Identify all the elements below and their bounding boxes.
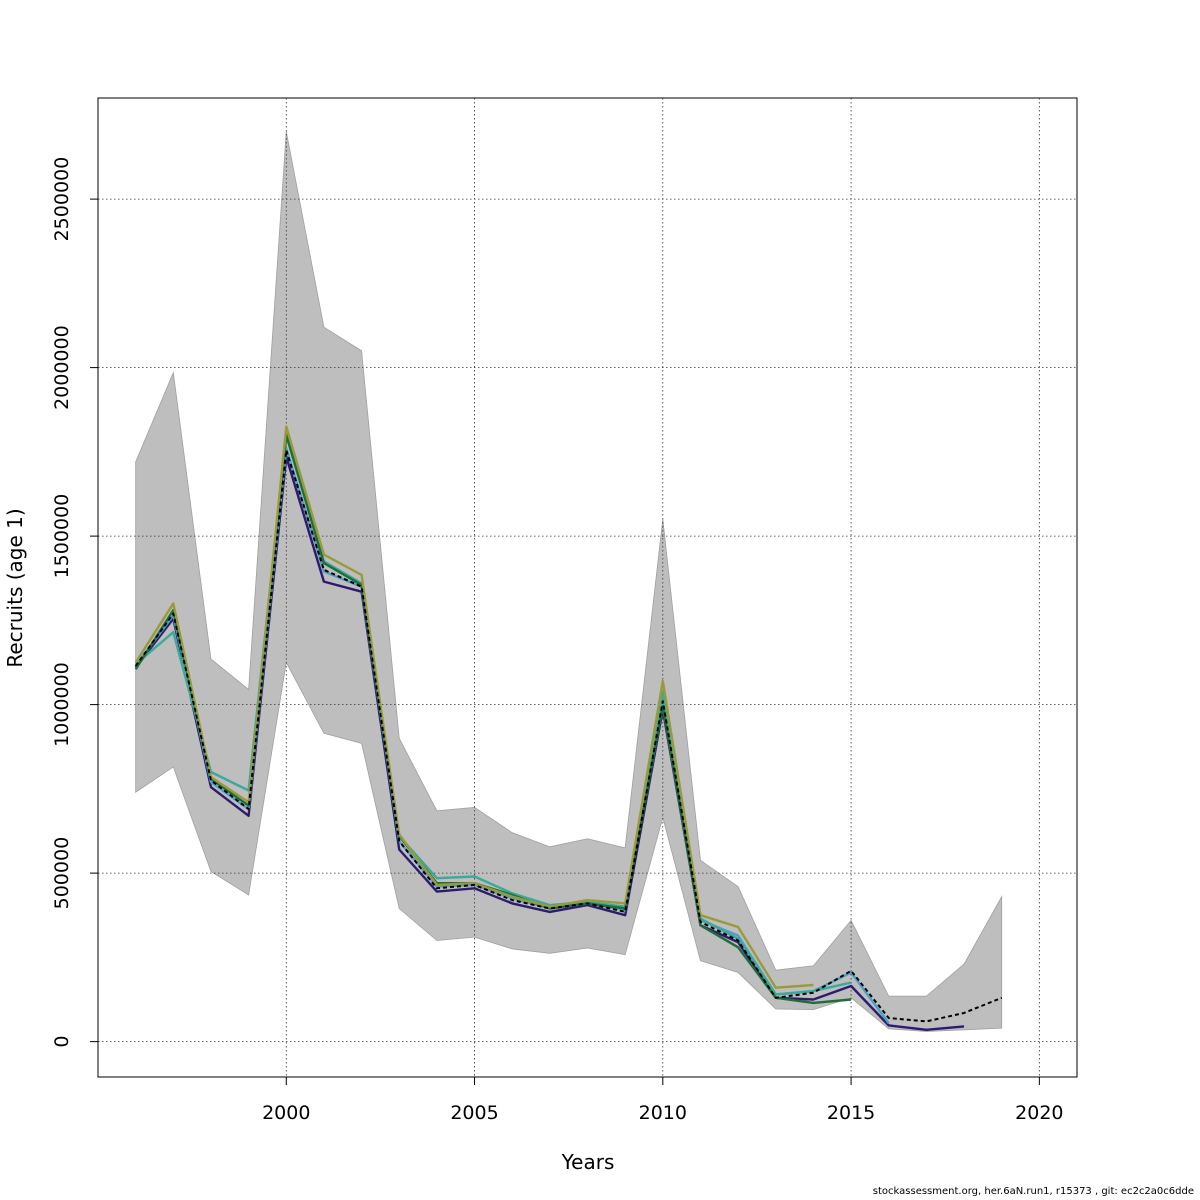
x-axis-title: Years bbox=[561, 1150, 615, 1174]
y-axis: 0 500000 1000000 1500000 2000000 2500000 bbox=[51, 157, 98, 1048]
confidence-band-area bbox=[135, 131, 1003, 1032]
plot-frame bbox=[97, 97, 1078, 1078]
x-tick-label: 2020 bbox=[1015, 1102, 1063, 1124]
y-tick-label: 2500000 bbox=[51, 157, 73, 242]
y-tick-label: 1000000 bbox=[51, 662, 73, 747]
x-axis: 2000 2005 2010 2015 2020 bbox=[262, 1077, 1064, 1124]
y-tick-label: 1500000 bbox=[51, 494, 73, 579]
series-line-1 bbox=[134, 449, 1003, 1023]
confidence-band bbox=[135, 131, 1003, 1032]
x-tick-label: 2000 bbox=[262, 1102, 310, 1124]
x-tick-label: 2015 bbox=[827, 1102, 875, 1124]
y-tick-label: 2000000 bbox=[51, 325, 73, 410]
footer-note: stockassessment.org, her.6aN.run1, r1537… bbox=[872, 1186, 1194, 1197]
y-tick-label: 500000 bbox=[51, 837, 73, 910]
x-tick-label: 2005 bbox=[450, 1102, 498, 1124]
series-lines bbox=[134, 425, 1003, 1031]
y-axis-title: Recruits (age 1) bbox=[3, 508, 27, 667]
grid-lines bbox=[98, 98, 1077, 1077]
x-tick-label: 2010 bbox=[639, 1102, 687, 1124]
y-tick-label: 0 bbox=[51, 1036, 73, 1048]
